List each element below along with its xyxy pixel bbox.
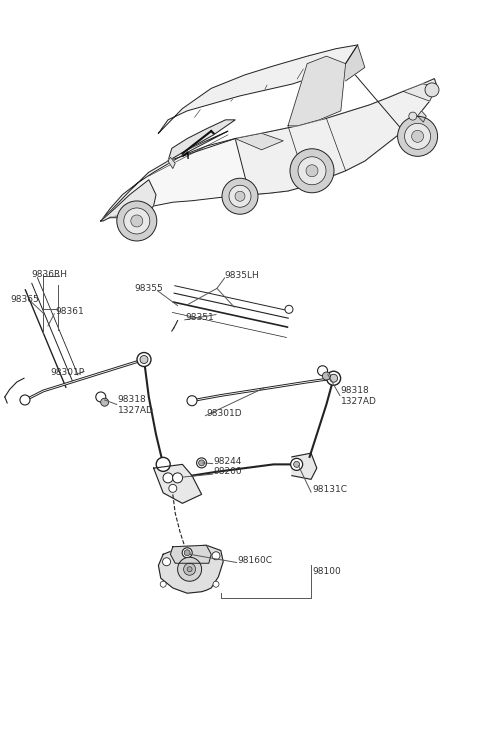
Circle shape [163,558,170,565]
Circle shape [318,366,327,376]
Circle shape [131,215,143,227]
Circle shape [222,178,258,214]
Circle shape [298,157,326,185]
Circle shape [397,116,438,157]
Circle shape [101,398,108,406]
Circle shape [160,581,166,587]
Text: 9836RH: 9836RH [31,270,67,279]
Text: 1327AD: 1327AD [118,406,154,415]
Text: 98351: 98351 [186,313,215,322]
Circle shape [405,124,431,149]
Circle shape [187,395,197,406]
Polygon shape [168,157,175,169]
Circle shape [326,372,341,385]
Circle shape [124,208,150,234]
Circle shape [409,112,417,120]
Text: 9835LH: 9835LH [225,271,259,280]
Text: 98365: 98365 [11,295,39,304]
Circle shape [323,372,330,380]
Circle shape [156,458,170,471]
Polygon shape [158,545,223,593]
Text: 98131C: 98131C [312,485,347,494]
Text: 98244: 98244 [214,457,242,466]
Circle shape [235,191,245,201]
Polygon shape [154,464,202,503]
Circle shape [197,458,206,468]
Circle shape [290,458,302,470]
Circle shape [173,473,182,483]
Text: 98355: 98355 [134,284,163,293]
Text: 1327AD: 1327AD [341,397,377,406]
Polygon shape [158,45,358,133]
Circle shape [169,485,177,492]
Text: 98160C: 98160C [238,556,273,565]
Circle shape [285,306,293,313]
Circle shape [184,563,196,575]
Circle shape [20,395,30,405]
Polygon shape [418,111,426,122]
Polygon shape [346,45,365,81]
Circle shape [212,552,220,560]
Polygon shape [235,133,283,150]
Circle shape [290,149,334,192]
Circle shape [213,581,219,587]
Text: 98318: 98318 [118,395,146,404]
Circle shape [199,460,204,466]
Circle shape [306,165,318,177]
Circle shape [187,567,192,571]
Polygon shape [403,84,437,101]
Circle shape [182,548,192,558]
Text: 98318: 98318 [341,386,370,395]
Polygon shape [170,545,211,563]
Text: 98100: 98100 [312,567,341,576]
Circle shape [137,353,151,366]
Circle shape [117,201,157,241]
Polygon shape [288,56,346,126]
Circle shape [178,557,202,581]
Circle shape [229,185,251,207]
Polygon shape [101,79,437,221]
Text: 98361: 98361 [55,307,84,316]
Polygon shape [235,79,437,195]
Circle shape [425,83,439,97]
Circle shape [140,356,148,363]
Polygon shape [292,453,317,479]
Circle shape [184,550,190,556]
Text: 98301P: 98301P [50,368,84,377]
Circle shape [163,473,173,483]
Polygon shape [101,131,228,221]
Polygon shape [168,120,235,161]
Circle shape [96,392,106,402]
Circle shape [330,374,337,382]
Circle shape [294,461,300,467]
Polygon shape [101,180,156,221]
Text: 98200: 98200 [214,467,242,476]
Circle shape [412,130,424,142]
Text: 98301D: 98301D [206,409,242,418]
